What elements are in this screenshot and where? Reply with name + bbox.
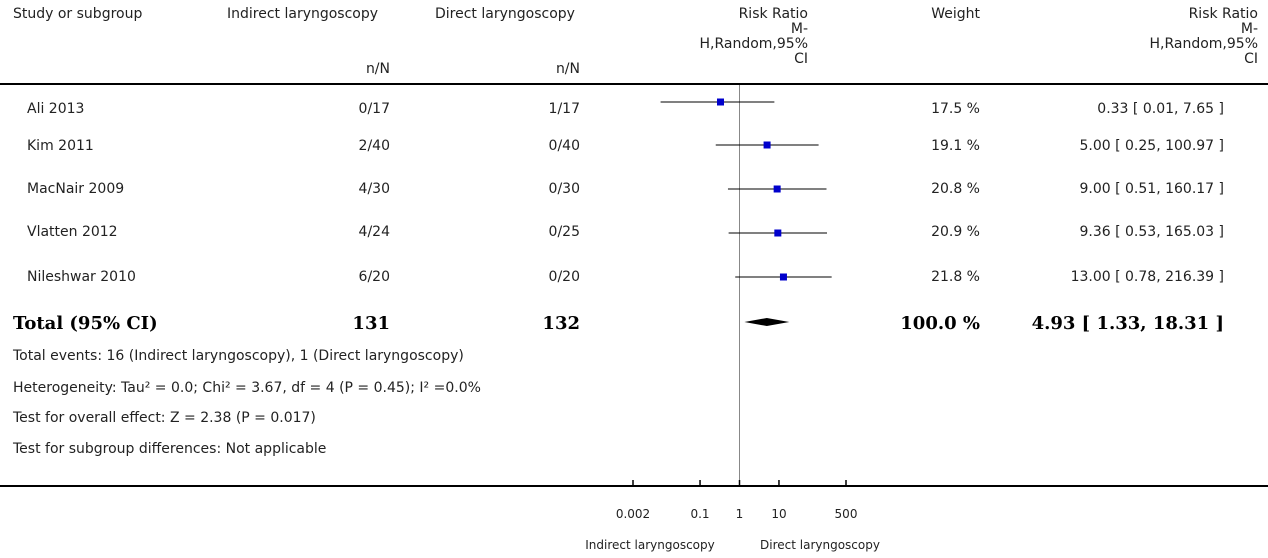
weight-value: 20.8 % [931,181,980,197]
favours-left-label: Indirect laryngoscopy [585,538,714,552]
header-n2: n/N [555,61,580,77]
favours-right-label: Direct laryngoscopy [760,538,880,552]
header-rr-plot-line3: H,Random,95% [699,36,808,52]
events-indirect: 0/17 [358,101,390,117]
effect-marker [763,141,771,149]
header-rule [0,83,1268,85]
header-weight: Weight [931,6,980,22]
total-ci: 4.93 [ 1.33, 18.31 ] [1031,313,1224,334]
note-total-events: Total events: 16 (Indirect laryngoscopy)… [13,348,464,364]
study-name: MacNair 2009 [27,181,125,197]
effect-marker [774,229,782,237]
events-indirect: 4/30 [358,181,390,197]
study-name: Ali 2013 [27,101,85,117]
ci-value: 13.00 [ 0.78, 216.39 ] [1070,269,1224,285]
events-direct: 0/30 [548,181,580,197]
x-tick-label: 0.002 [616,507,650,521]
total-label: Total (95% CI) [13,313,158,334]
header-rr-plot-line4: CI [794,51,808,67]
header-rr-plot-line2: M- [790,21,808,37]
study-name: Vlatten 2012 [27,224,118,240]
header-group2: Direct laryngoscopy [435,6,575,22]
x-tick-label: 10 [771,507,786,521]
header-rr-text-line4: CI [1244,51,1258,67]
x-tick-label: 500 [835,507,858,521]
ci-value: 9.00 [ 0.51, 160.17 ] [1079,181,1224,197]
events-direct: 0/40 [548,138,580,154]
note-heterogeneity: Heterogeneity: Tau² = 0.0; Chi² = 3.67, … [13,380,481,396]
weight-value: 20.9 % [931,224,980,240]
x-tick-label: 0.1 [690,507,709,521]
weight-value: 21.8 % [931,269,980,285]
events-direct: 1/17 [548,101,580,117]
header-rr-text-line1: Risk Ratio [1188,6,1258,22]
effect-marker [717,98,725,106]
events-indirect: 4/24 [358,224,390,240]
study-name: Kim 2011 [27,138,94,154]
ci-value: 0.33 [ 0.01, 7.65 ] [1097,101,1224,117]
total-weight: 100.0 % [900,313,980,334]
header-rr-text: Risk Ratio M- H,Random,95% CI [1130,7,1258,67]
note-overall-effect: Test for overall effect: Z = 2.38 (P = 0… [13,410,316,426]
footer-rule [0,485,1268,487]
weight-value: 17.5 % [931,101,980,117]
effect-marker [773,185,781,193]
study-name: Nileshwar 2010 [27,269,136,285]
events-indirect: 2/40 [358,138,390,154]
ci-value: 5.00 [ 0.25, 100.97 ] [1079,138,1224,154]
header-study: Study or subgroup [13,6,143,22]
header-group1: Indirect laryngoscopy [227,6,379,22]
header-rr-plot-line1: Risk Ratio [738,6,808,22]
events-indirect: 6/20 [358,269,390,285]
ci-value: 9.36 [ 0.53, 165.03 ] [1079,224,1224,240]
weight-value: 19.1 % [931,138,980,154]
pooled-diamond [744,318,790,326]
total-n1: 131 [352,313,390,334]
header-rr-text-line3: H,Random,95% [1149,36,1258,52]
header-rr-plot: Risk Ratio M- H,Random,95% CI [680,7,808,67]
effect-marker [779,273,787,281]
events-direct: 0/20 [548,269,580,285]
note-subgroup: Test for subgroup differences: Not appli… [13,441,327,457]
header-n1: n/N [365,61,390,77]
events-direct: 0/25 [548,224,580,240]
total-n2: 132 [542,313,580,334]
header-rr-text-line2: M- [1240,21,1258,37]
x-tick-label: 1 [736,507,744,521]
